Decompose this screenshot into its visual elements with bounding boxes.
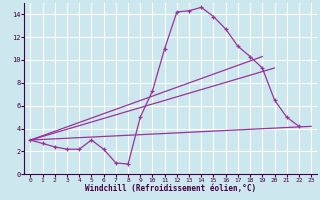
X-axis label: Windchill (Refroidissement éolien,°C): Windchill (Refroidissement éolien,°C) <box>85 184 256 193</box>
